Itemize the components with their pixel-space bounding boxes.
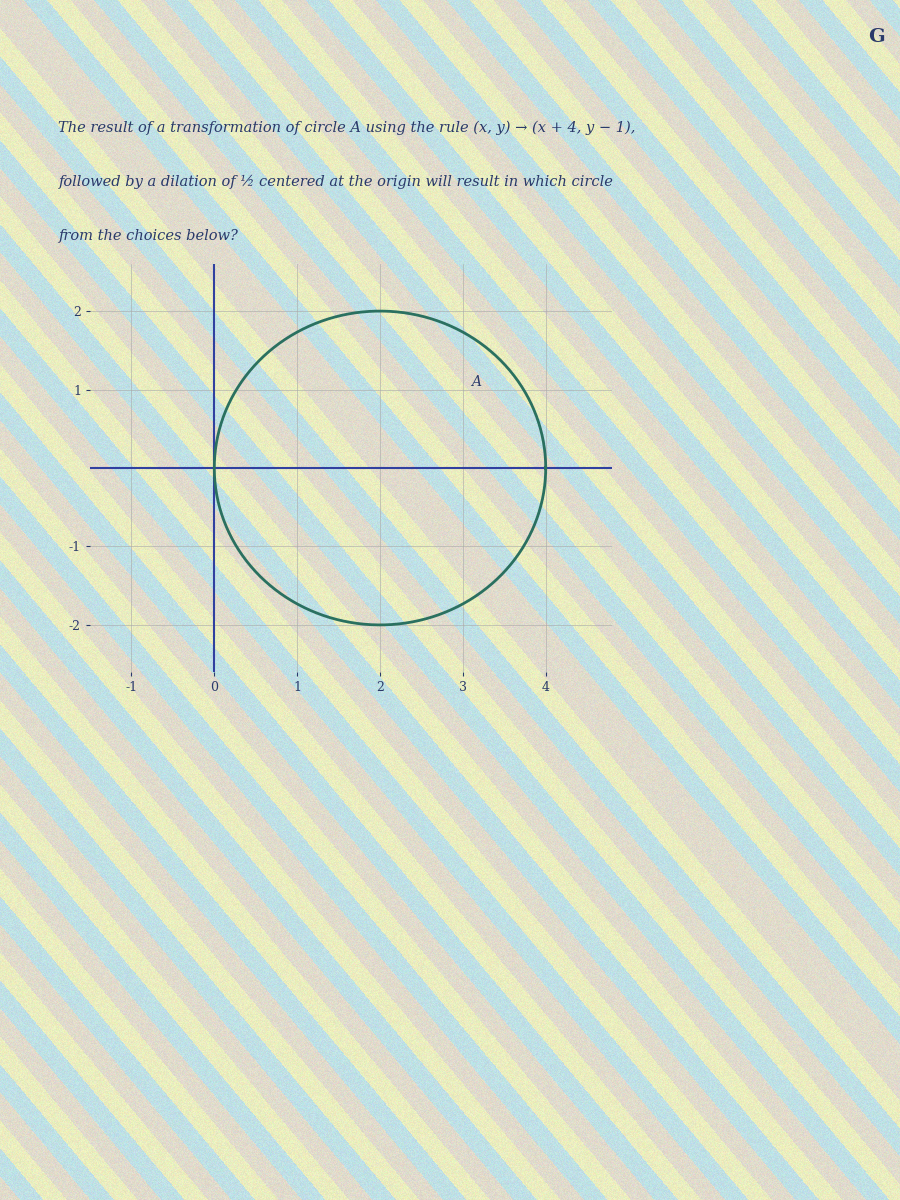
Text: followed by a dilation of ½ centered at the origin will result in which circle: followed by a dilation of ½ centered at … [58,175,614,188]
Text: from the choices below?: from the choices below? [58,229,238,242]
Text: The result of a transformation of circle A using the rule (x, y) → (x + 4, y − 1: The result of a transformation of circle… [58,121,636,134]
Text: G: G [868,28,885,46]
Text: A: A [471,374,482,389]
